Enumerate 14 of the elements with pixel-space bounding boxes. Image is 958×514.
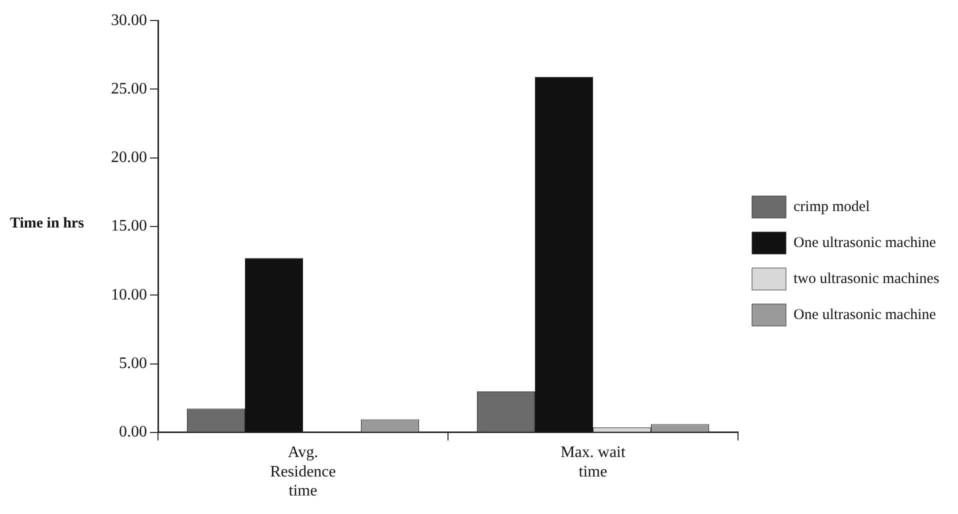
y-tick-label: 0.00 [119,424,147,441]
legend-label: One ultrasonic machine [794,234,936,251]
y-tick-label: 30.00 [111,12,147,29]
y-tick-label: 20.00 [111,149,147,166]
legend-label: crimp model [794,198,870,215]
y-tick-label: 25.00 [111,80,147,98]
y-axis-title: Time in hrs [10,215,84,232]
y-tick-label: 10.00 [111,286,147,304]
legend-label: One ultrasonic machine [794,306,936,323]
x-tick-label: Max. wait time [560,444,626,480]
legend-label: two ultrasonic machines [794,270,940,287]
y-tick-label: 15.00 [111,218,147,235]
y-tick-label: 5.00 [119,354,147,372]
x-tick-label: Avg. Residence time [270,444,336,500]
